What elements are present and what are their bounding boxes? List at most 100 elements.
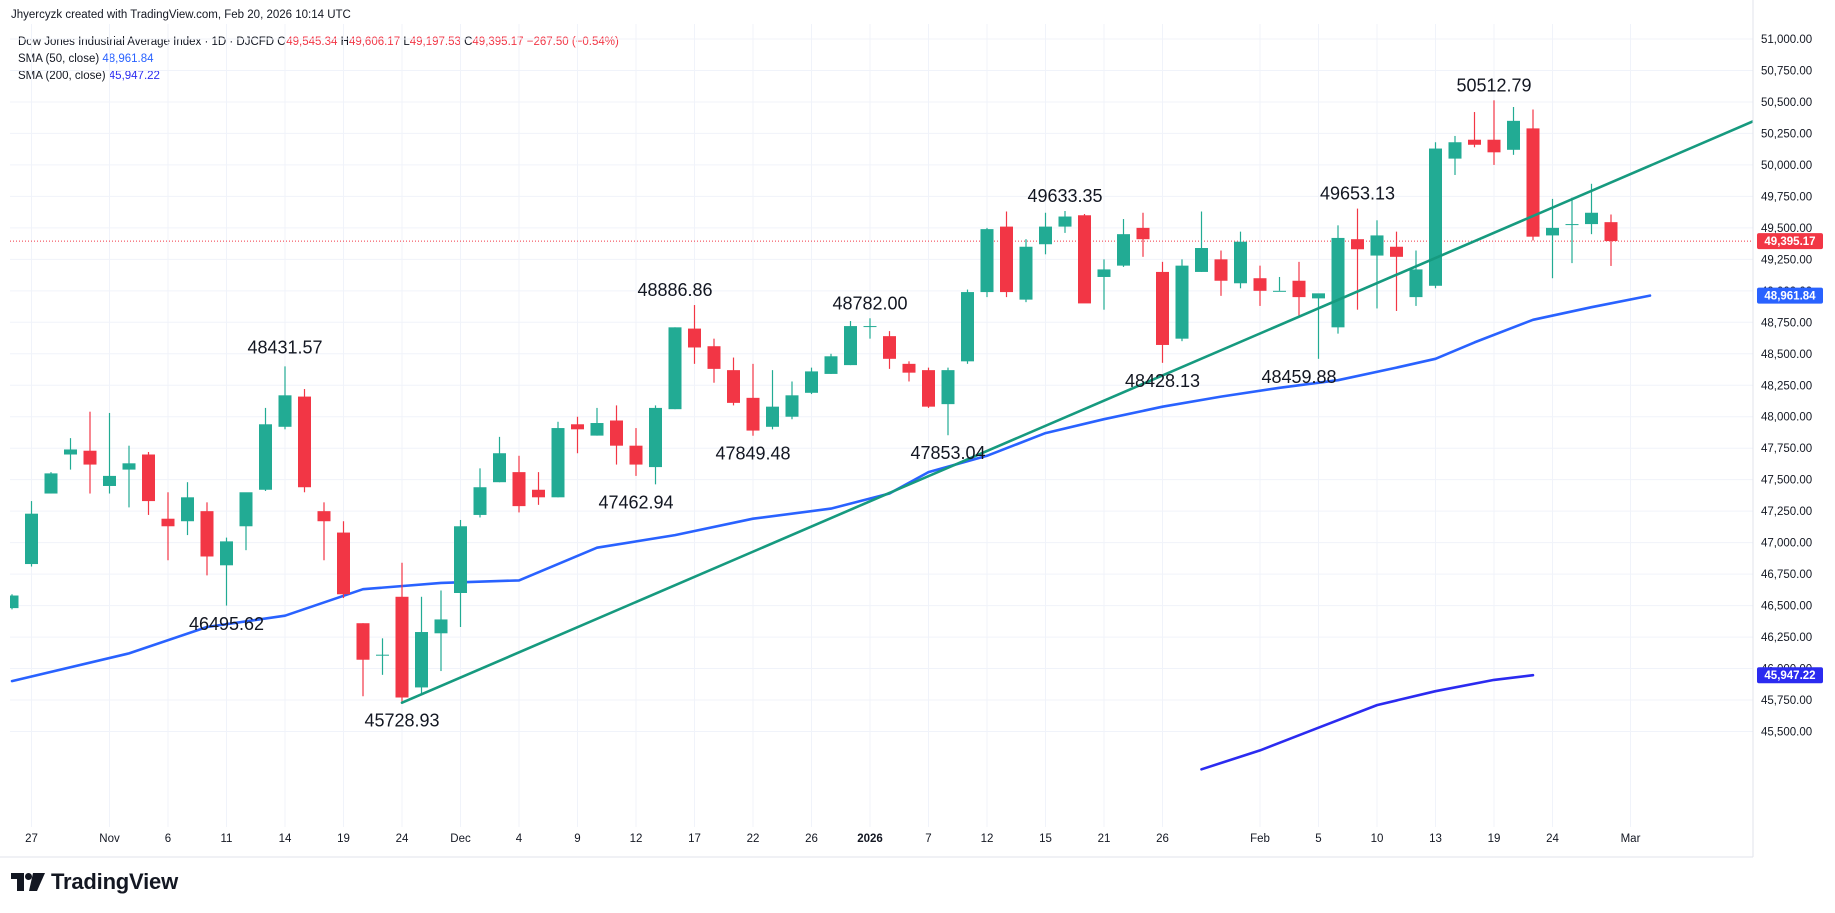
candle-body [590, 423, 604, 436]
candle [883, 331, 896, 369]
price-tick-label: 49,750.00 [1761, 191, 1812, 203]
candle-body [610, 420, 623, 446]
candle-body [1331, 237, 1345, 328]
candle-body [278, 395, 292, 427]
candle [1214, 250, 1228, 296]
time-tick-label: 11 [221, 833, 233, 845]
candle [1409, 250, 1423, 306]
time-tick-label: 24 [396, 833, 409, 845]
price-tick-label: 48,000.00 [1761, 412, 1812, 424]
candle [1526, 109, 1540, 241]
candle-body [1390, 246, 1403, 257]
candle [512, 455, 526, 513]
candle [1253, 265, 1267, 306]
candle [961, 289, 974, 364]
candle [64, 438, 77, 470]
candle-body [395, 596, 409, 698]
candle [863, 318, 877, 339]
candle-body [1312, 293, 1325, 299]
candle-body [629, 445, 643, 465]
candle [766, 370, 779, 430]
candle-body [259, 424, 272, 490]
candle [434, 590, 448, 672]
candle [454, 519, 467, 627]
candle-body [434, 619, 448, 634]
candle-body [298, 396, 311, 488]
time-tick-label: 2026 [857, 833, 883, 845]
candle [1058, 210, 1072, 233]
price-annotation: 47853.04 [910, 443, 985, 463]
candle-body [902, 363, 916, 373]
candle-body [454, 526, 467, 593]
candle-body [1234, 241, 1247, 284]
time-tick-label: 27 [25, 833, 38, 845]
candle [1487, 100, 1501, 165]
candle [1546, 198, 1559, 279]
candle [142, 451, 155, 515]
candle-body [142, 454, 155, 502]
candle [1000, 211, 1013, 298]
time-tick-label: 5 [1315, 833, 1321, 845]
candle [25, 501, 38, 567]
price-badge-bg [1757, 233, 1823, 250]
candle-body [1156, 271, 1169, 345]
candle [161, 492, 175, 561]
candle [649, 405, 662, 485]
open-label: O [277, 36, 287, 48]
candle [181, 482, 194, 536]
candle [395, 562, 409, 703]
candle [610, 405, 623, 465]
price-badge: 49,395.17 [1757, 233, 1823, 250]
candle-body [161, 518, 175, 527]
time-tick-label: 15 [1039, 833, 1052, 845]
candle-body [1253, 278, 1267, 291]
candle-body [1448, 142, 1462, 159]
candle [551, 421, 565, 498]
candle-body [122, 463, 136, 470]
candle-body [1117, 234, 1130, 266]
candle [824, 353, 838, 374]
candle [785, 381, 799, 420]
time-axis: 27 Nov 6 11 14 19 24 Dec 4 9 12 17 22 26 2026 7 12 15 21 26… [25, 833, 1640, 845]
candle-body [1585, 212, 1598, 225]
candle-body [1136, 227, 1150, 240]
time-tick-label: 6 [165, 833, 171, 845]
price-badge-bg [1757, 287, 1823, 304]
candle-body [83, 450, 97, 465]
candle [1117, 219, 1130, 267]
price-annotation: 48428.13 [1125, 371, 1200, 391]
price-annotation: 49653.13 [1320, 184, 1395, 204]
time-tick-label: 26 [1156, 833, 1169, 845]
candle [941, 367, 955, 436]
price-tick-label: 45,500.00 [1761, 727, 1812, 739]
candle-body [785, 395, 799, 417]
candle-body [727, 370, 740, 403]
candle [473, 468, 487, 518]
candle [337, 521, 350, 599]
candle [239, 492, 253, 551]
candle-body [766, 406, 779, 427]
candle-body [922, 370, 935, 407]
sma50-legend[interactable]: SMA (50, close) 48,961.84 [18, 52, 154, 66]
sma200-legend[interactable]: SMA (200, close) 45,947.22 [18, 69, 160, 83]
candle [44, 472, 58, 494]
candle [1507, 106, 1520, 155]
time-tick-label: Mar [1621, 833, 1641, 845]
candle-body [239, 492, 253, 527]
trendline [400, 119, 1753, 704]
candle-body [1019, 246, 1033, 300]
candle-body [181, 497, 194, 522]
time-tick-label: Nov [99, 833, 120, 845]
price-tick-label: 47,500.00 [1761, 475, 1812, 487]
candle [1234, 231, 1247, 289]
time-tick-label: 12 [981, 833, 994, 845]
close-label: C [464, 36, 473, 48]
time-tick-label: 19 [1488, 833, 1501, 845]
candle [1604, 214, 1618, 266]
tradingview-brand[interactable]: TradingView [11, 868, 178, 896]
price-annotation: 49633.35 [1027, 186, 1102, 206]
price-tick-label: 47,000.00 [1761, 538, 1812, 550]
candle [629, 428, 643, 476]
candle-body [337, 532, 350, 595]
